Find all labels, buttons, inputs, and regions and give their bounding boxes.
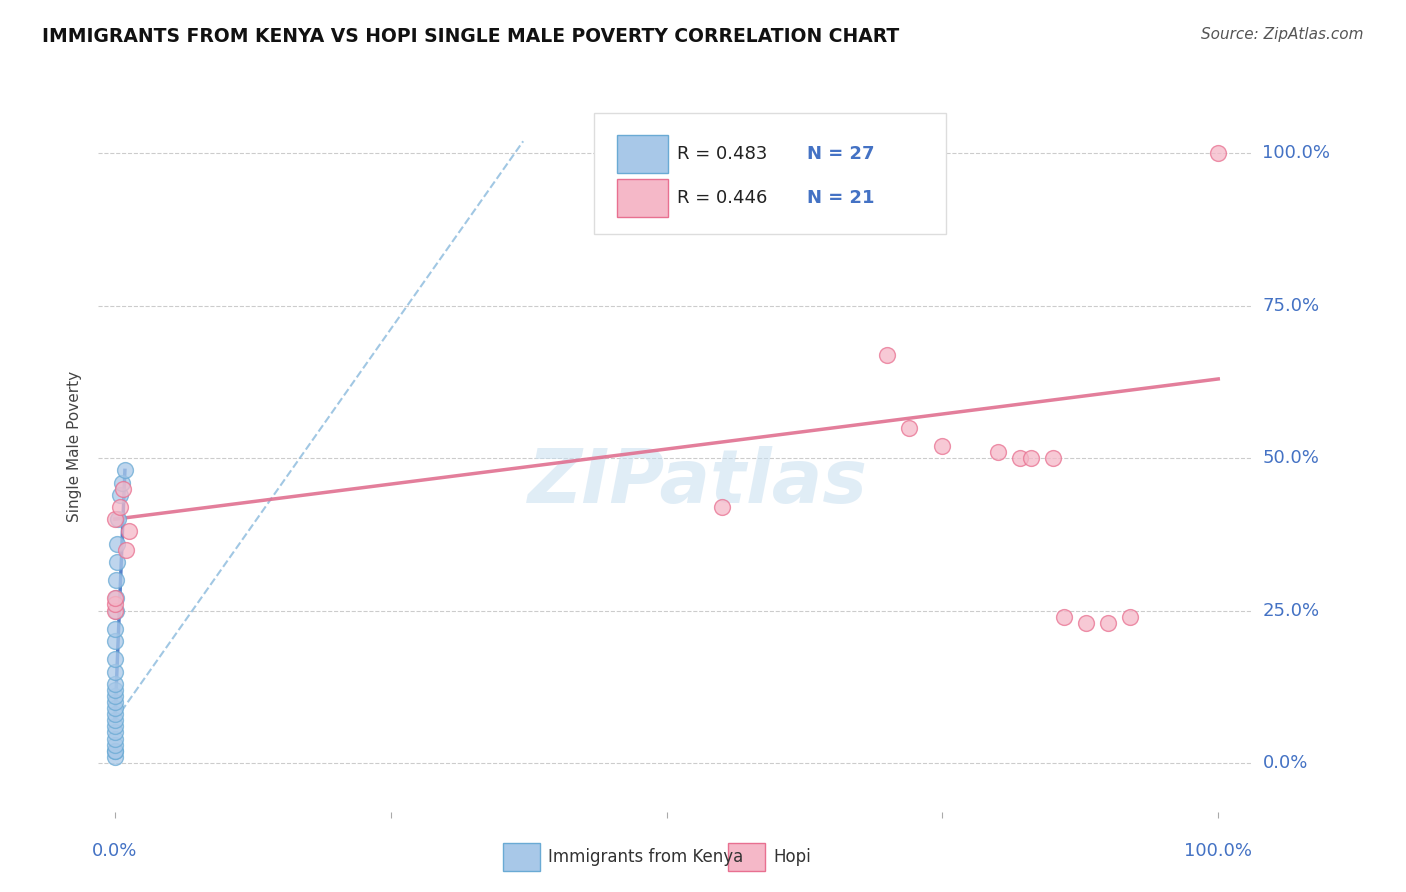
Point (987, 445, 1010, 459)
Point (105, 604, 128, 618)
Point (104, 604, 127, 618)
Point (898, 421, 921, 435)
Text: Hopi: Hopi (773, 848, 811, 866)
Point (104, 719, 127, 733)
Point (104, 682, 127, 697)
Point (104, 634, 127, 648)
Point (1119, 609, 1142, 624)
Point (105, 573, 128, 587)
Text: 100.0%: 100.0% (1184, 842, 1253, 860)
Point (104, 512, 127, 526)
Point (104, 749, 127, 764)
Point (111, 482, 134, 496)
Point (1008, 451, 1031, 466)
Point (1097, 615, 1119, 630)
Point (104, 591, 127, 606)
Point (105, 536, 128, 550)
Text: 50.0%: 50.0% (1263, 450, 1319, 467)
Point (104, 665, 127, 679)
Text: IMMIGRANTS FROM KENYA VS HOPI SINGLE MALE POVERTY CORRELATION CHART: IMMIGRANTS FROM KENYA VS HOPI SINGLE MAL… (42, 27, 900, 45)
Point (107, 512, 129, 526)
Text: R = 0.483: R = 0.483 (678, 145, 768, 163)
Text: R = 0.446: R = 0.446 (678, 189, 768, 207)
Point (1019, 451, 1042, 466)
Point (1074, 615, 1097, 630)
FancyBboxPatch shape (617, 136, 668, 173)
Point (1206, 146, 1229, 161)
Text: 0.0%: 0.0% (93, 842, 138, 860)
Y-axis label: Single Male Poverty: Single Male Poverty (67, 370, 83, 522)
Point (104, 707, 127, 722)
Text: N = 27: N = 27 (807, 145, 875, 163)
Point (104, 731, 127, 746)
Point (105, 555, 128, 569)
Point (118, 524, 141, 539)
Text: 100.0%: 100.0% (1263, 145, 1330, 162)
Text: ZIPatlas: ZIPatlas (527, 446, 868, 519)
Text: 25.0%: 25.0% (1263, 601, 1320, 620)
FancyBboxPatch shape (617, 179, 668, 217)
Point (110, 500, 132, 514)
Point (104, 744, 127, 758)
Point (110, 475, 132, 490)
Point (104, 744, 127, 758)
Point (105, 591, 128, 606)
FancyBboxPatch shape (595, 113, 946, 234)
Point (115, 542, 138, 557)
Point (104, 714, 127, 728)
Point (1053, 609, 1076, 624)
Point (1042, 451, 1064, 466)
Point (104, 689, 127, 703)
Point (104, 598, 127, 612)
Text: Source: ZipAtlas.com: Source: ZipAtlas.com (1201, 27, 1364, 42)
Text: 0.0%: 0.0% (1263, 754, 1308, 772)
Point (931, 439, 953, 453)
Point (104, 695, 127, 709)
Point (876, 348, 898, 362)
Point (114, 463, 136, 477)
Point (104, 622, 127, 636)
Text: N = 21: N = 21 (807, 189, 875, 207)
Point (710, 500, 733, 514)
Point (104, 652, 127, 666)
Point (104, 738, 127, 752)
Text: 75.0%: 75.0% (1263, 297, 1320, 315)
Text: Immigrants from Kenya: Immigrants from Kenya (548, 848, 744, 866)
Point (104, 725, 127, 739)
Point (104, 676, 127, 690)
Point (110, 488, 132, 502)
Point (104, 701, 127, 715)
